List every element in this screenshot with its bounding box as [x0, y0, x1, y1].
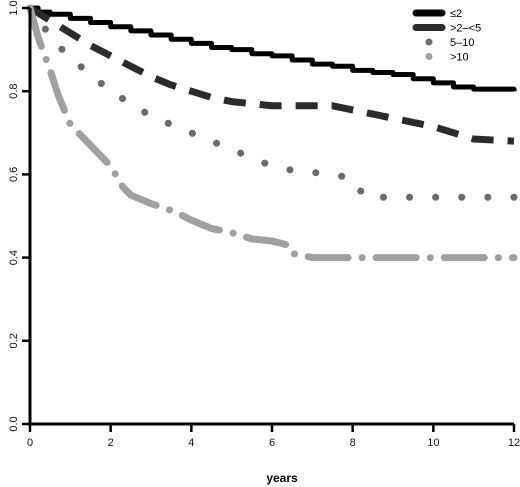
series-line-3 — [26, 4, 518, 201]
x-tick-label: 8 — [350, 437, 356, 449]
series-line-1 — [30, 5, 517, 92]
x-tick-label: 12 — [508, 437, 520, 449]
legend-swatch-4 — [425, 53, 433, 60]
x-tick-label: 6 — [269, 437, 275, 449]
y-tick-label: 0.8 — [8, 84, 20, 99]
x-axis-title: years — [266, 471, 298, 485]
y-tick-label: 1.0 — [8, 0, 20, 15]
legend-label-2: >2–<5 — [450, 23, 481, 35]
series-line-2 — [28, 5, 515, 145]
y-tick-label: 0.2 — [8, 333, 20, 348]
y-tick-label: 0.4 — [8, 250, 20, 265]
legend: ≤2 >2–<5 5–10 >10 — [412, 8, 481, 64]
series-line-4 — [26, 4, 518, 262]
legend-swatch-3 — [425, 38, 433, 46]
x-tick-label: 2 — [108, 437, 114, 449]
axes: 0 2 4 6 8 10 12 0.0 0.2 0.4 0.6 0.8 1.0 — [8, 0, 520, 449]
x-tick-label: 0 — [27, 437, 33, 449]
legend-label-3: 5–10 — [450, 37, 474, 49]
x-tick-label: 10 — [427, 437, 439, 449]
legend-label-1: ≤2 — [450, 8, 462, 20]
x-tick-label: 4 — [188, 437, 194, 449]
y-tick-label: 0.6 — [8, 167, 20, 182]
plot-area — [26, 4, 518, 262]
y-tick-label: 0.0 — [8, 416, 20, 431]
legend-label-4: >10 — [450, 52, 469, 64]
